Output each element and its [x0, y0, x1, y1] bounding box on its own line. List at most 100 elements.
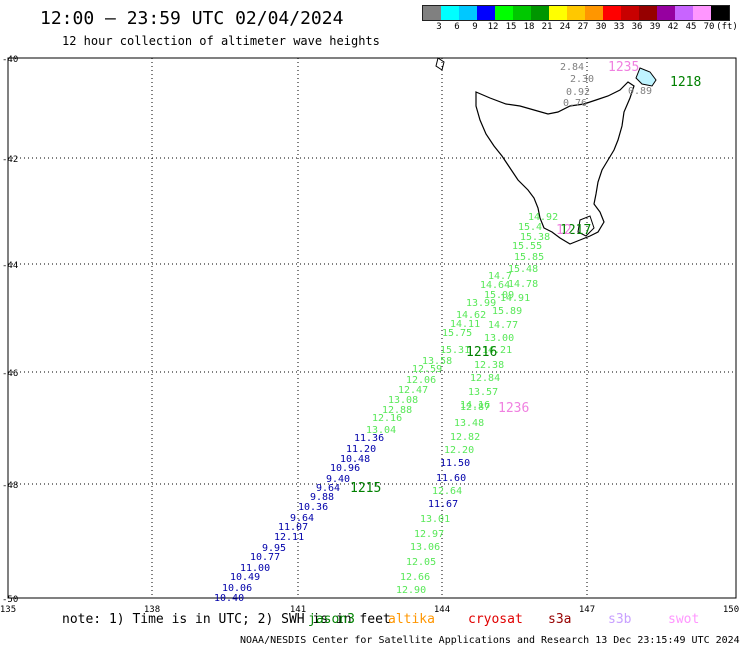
wave-height-label: 14.62: [456, 310, 486, 321]
wave-height-label: 13.08: [388, 395, 418, 406]
bruny-island-coastline: [577, 215, 595, 237]
wave-height-label: 12.05: [406, 557, 436, 568]
colorbar-swatch: [477, 6, 495, 20]
colorbar-swatch: [621, 6, 639, 20]
wave-height-colorbar: [422, 5, 730, 21]
wave-height-label: 11.36: [354, 433, 384, 444]
wave-height-label: 12.84: [470, 373, 500, 384]
note-text: note: 1) Time is in UTC; 2) SWH is in fe…: [62, 612, 391, 627]
colorbar-tick-label: 30: [595, 22, 607, 32]
map-grid: [8, 58, 736, 598]
wave-height-label: 0.89: [628, 86, 652, 97]
colorbar-swatch: [585, 6, 603, 20]
wave-height-label: 10.06: [222, 583, 252, 594]
latitude-tick-label: -46: [2, 369, 18, 379]
wave-height-label: 10.49: [230, 572, 260, 583]
colorbar-tick-label: 15: [505, 22, 517, 32]
latitude-tick-label: -44: [2, 261, 18, 271]
wave-height-label: 0.76: [563, 98, 587, 109]
wave-height-label: 13.06: [410, 542, 440, 553]
longitude-tick-label: 150: [723, 605, 739, 615]
latitude-tick-label: -42: [2, 155, 18, 165]
pass-time-label: 1215: [350, 481, 381, 496]
wave-height-label: 14.77: [488, 320, 518, 331]
legend-item-s3b: s3b: [608, 612, 632, 627]
latitude-tick-label: -48: [2, 481, 18, 491]
wave-height-label: 9.88: [310, 492, 334, 503]
map-frame: [7, 57, 737, 599]
wave-height-label: 12.66: [400, 572, 430, 583]
wave-height-label: 12.38: [474, 360, 504, 371]
wave-height-label: 12.90: [396, 585, 426, 596]
wave-height-label: 15.4: [518, 222, 542, 233]
colorbar-swatch: [675, 6, 693, 20]
colorbar-swatch: [567, 6, 585, 20]
colorbar-tick-label: 36: [631, 22, 643, 32]
pass-time-label: 1236: [498, 401, 529, 416]
colorbar-tick-label: 3: [436, 22, 442, 32]
colorbar-tick-label: 42: [667, 22, 679, 32]
legend-item-swot: swot: [668, 612, 700, 627]
wave-height-label: 10.77: [250, 552, 280, 563]
colorbar-swatch: [603, 6, 621, 20]
longitude-tick-label: 144: [434, 605, 450, 615]
wave-height-label: 15.09: [484, 290, 514, 301]
wave-height-label: 14.91: [500, 293, 530, 304]
wave-height-label: 12.87: [460, 402, 490, 413]
wave-height-label: 12.59: [412, 364, 442, 375]
wave-height-label: 12.82: [450, 432, 480, 443]
colorbar-tick-label: 33: [613, 22, 625, 32]
footer-credit: NOAA/NESDIS Center for Satellite Applica…: [240, 635, 740, 646]
wave-height-label: 11.50: [440, 458, 470, 469]
wave-height-label: 10.96: [330, 463, 360, 474]
wave-height-label: 14.11: [450, 319, 480, 330]
pass-time-label: 1217: [560, 223, 591, 238]
wave-height-label: 14.16: [460, 400, 490, 411]
colorbar-tick-labels: 3 6 9 12 15 18 21 24 27 30 33 36 39 42 45 70 (ft): [422, 22, 740, 34]
colorbar-tick-label: 70: [703, 22, 715, 32]
colorbar-tick-label: 27: [577, 22, 589, 32]
longitude-tick-label: 147: [579, 605, 595, 615]
wave-height-label: 11.20: [346, 444, 376, 455]
longitude-tick-label: 141: [290, 605, 306, 615]
colorbar-tick-label: 45: [685, 22, 697, 32]
wave-height-label: 12.16: [372, 413, 402, 424]
wave-height-label: 10.36: [298, 502, 328, 513]
colorbar-swatch: [693, 6, 711, 20]
longitude-tick-label: 138: [144, 605, 160, 615]
legend-item-s3a: s3a: [548, 612, 572, 627]
wave-height-label: 15.31: [440, 345, 470, 356]
colorbar-tick-label: 24: [559, 22, 571, 32]
longitude-tick-label: 135: [0, 605, 16, 615]
wave-height-label: 12.64: [432, 486, 462, 497]
colorbar-tick-label: 12: [487, 22, 499, 32]
latitude-tick-label: -50: [2, 595, 18, 605]
wave-height-label: 15.75: [442, 328, 472, 339]
flinders-island-coastline: [635, 67, 657, 87]
page-title: 12:00 – 23:59 UTC 02/04/2024: [40, 8, 344, 29]
colorbar-swatch: [531, 6, 549, 20]
wave-height-label: 12.88: [382, 405, 412, 416]
pass-time-overlap-label: 12: [556, 223, 572, 238]
wave-height-label: 15.55: [512, 241, 542, 252]
wave-height-label: 12.11: [274, 532, 304, 543]
pass-time-label: 1218: [670, 75, 701, 90]
pass-time-label: 1216: [466, 345, 497, 360]
wave-height-label: 13.48: [454, 418, 484, 429]
pass-time-label: 1235: [608, 60, 639, 75]
legend-item-altika: altika: [388, 612, 435, 627]
colorbar-tick-label: (ft): [716, 22, 738, 32]
colorbar-tick-label: 9: [472, 22, 478, 32]
wave-height-label: 14.21: [482, 345, 512, 356]
wave-height-label: 15.48: [508, 264, 538, 275]
wave-height-label: 11.00: [240, 563, 270, 574]
wave-height-label: 13.57: [468, 387, 498, 398]
wave-height-label: 10.40: [214, 593, 244, 604]
colorbar-tick-label: 6: [454, 22, 460, 32]
wave-height-label: 11.60: [436, 473, 466, 484]
tasmania-coastline: [475, 81, 635, 245]
wave-height-label: 15.38: [520, 232, 550, 243]
colorbar-tick-label: 39: [649, 22, 661, 32]
wave-height-label: 9.95: [262, 543, 286, 554]
